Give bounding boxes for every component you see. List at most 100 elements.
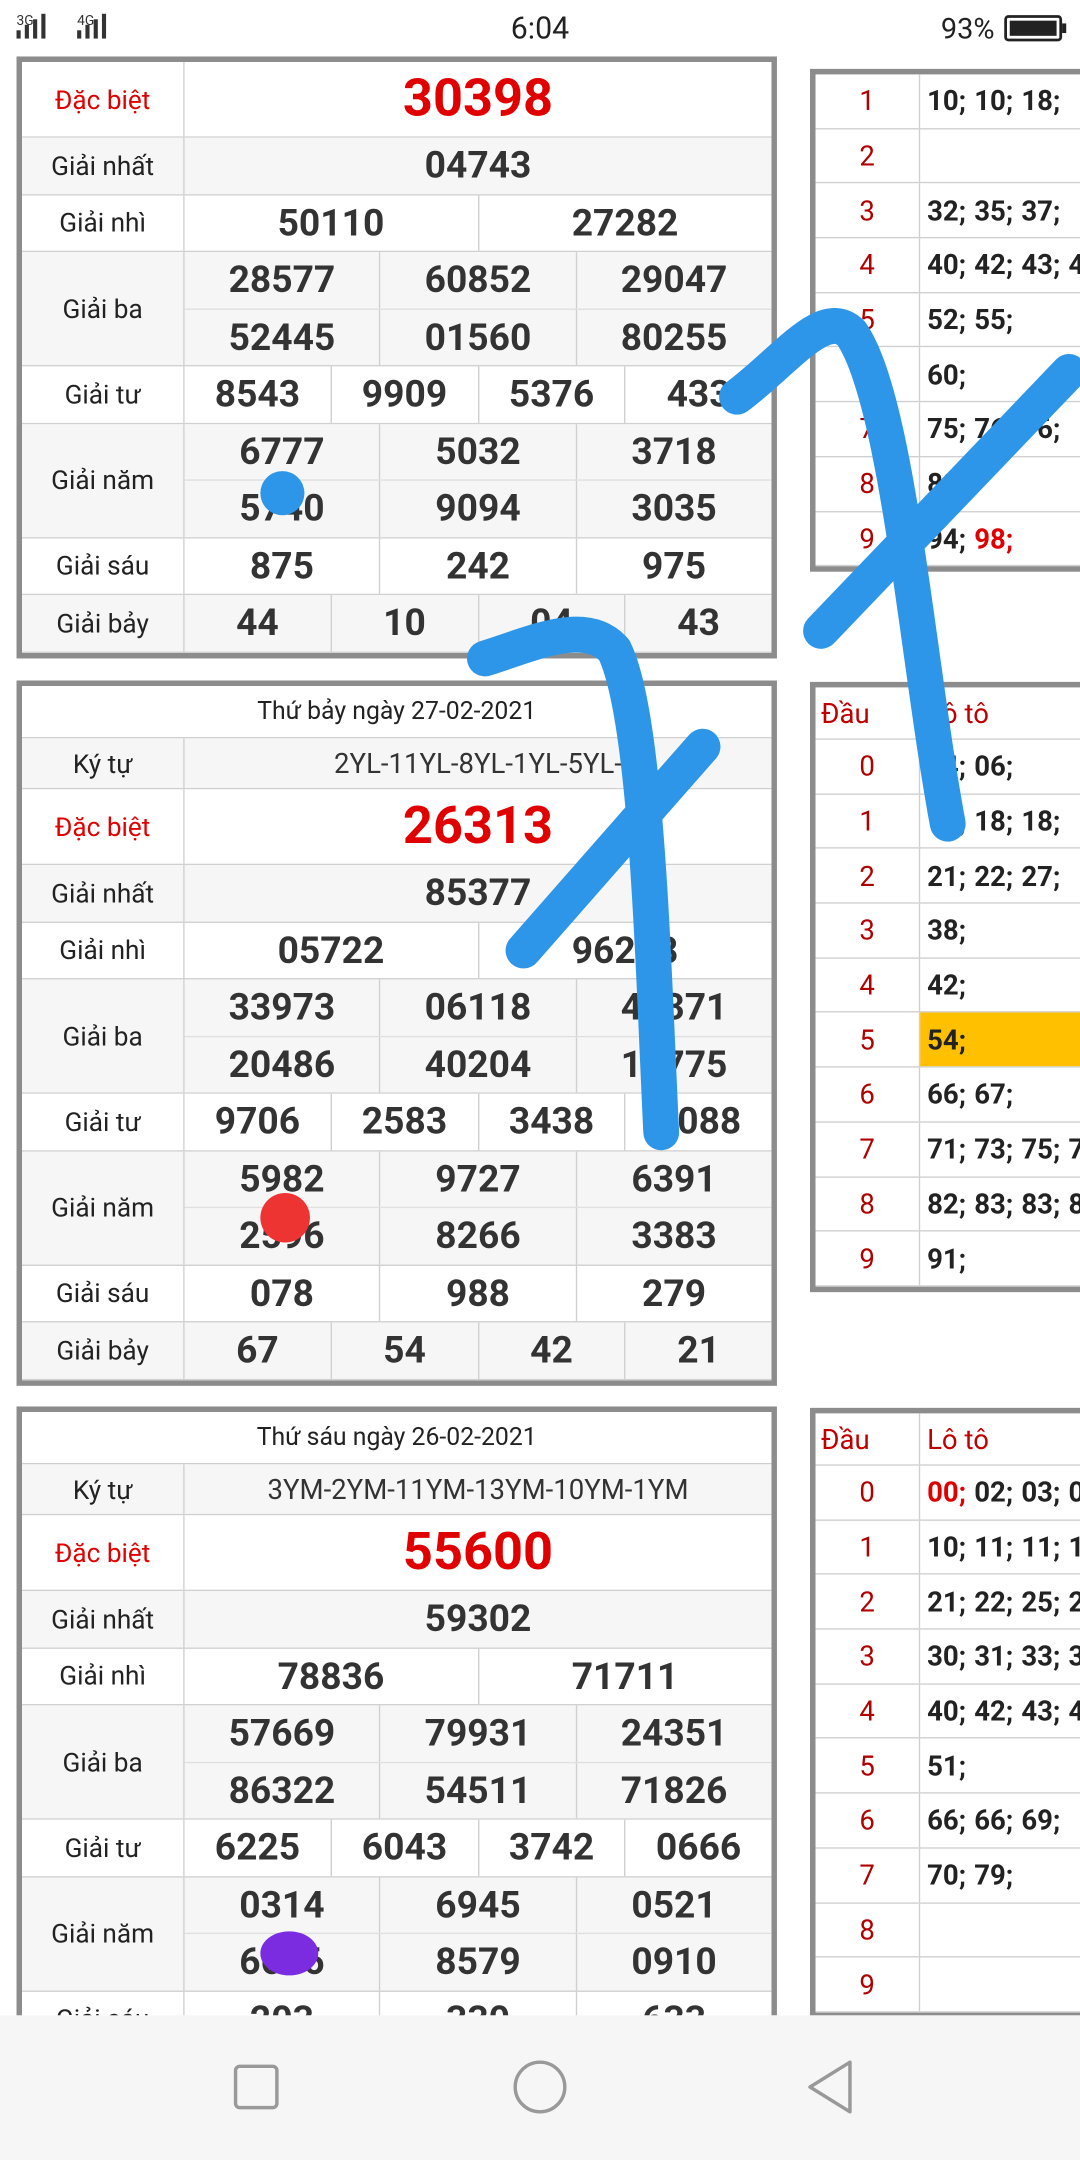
- loto-number: 10;: [974, 84, 1014, 118]
- prize-number: 48371: [620, 985, 728, 1030]
- dau: 8: [816, 1177, 921, 1231]
- ky-tu-row: Ký tự 2YL-11YL-8YL-1YL-5YL-: [22, 738, 772, 790]
- loto-number: 18;: [1069, 1531, 1080, 1564]
- prize-subrow: 5982 9727 6391: [184, 1150, 772, 1209]
- prize-subrow: 55600: [185, 1515, 772, 1589]
- content: Đặc biệt 30398 Giải nhất 04743 Giải nhì 50110…: [0, 55, 1080, 2016]
- loto-number: 66;: [927, 1077, 966, 1111]
- prize-values: 44 10 04 43: [185, 595, 772, 651]
- signal-1: [16, 13, 46, 39]
- date-title: Thứ sáu ngày 26-02-2021: [256, 1423, 537, 1452]
- dau: 1: [816, 794, 921, 848]
- prize-number: 633: [577, 1991, 772, 2015]
- prize-label: Đặc biệt: [22, 1515, 185, 1590]
- prize-subrow: 59302: [185, 1591, 772, 1647]
- prize-number: 44: [185, 595, 332, 651]
- prize-label: Giải nhất: [22, 1591, 185, 1647]
- prize-subrow: 2596 8266 3383: [185, 1208, 772, 1264]
- loto-number: 18;: [1021, 804, 1061, 838]
- prize-number: 20486: [185, 1036, 381, 1093]
- loto-number: 32;: [927, 193, 966, 227]
- prize-row: Giải nhất 59302: [22, 1591, 772, 1649]
- prize-subrow: 6225 6043 3742 0666: [185, 1819, 772, 1876]
- loto-number: 38;: [927, 913, 966, 947]
- loto-number: 51;: [927, 1749, 966, 1783]
- loto-number: 31;: [974, 1639, 1014, 1673]
- loto-row: 110;11;11;18;: [815, 1520, 1080, 1576]
- recent-button[interactable]: [233, 2064, 279, 2110]
- prize-number: 30398: [402, 68, 554, 130]
- prize-row: Giải nhất 04743: [22, 137, 772, 195]
- loto-header: Đầu Lô tô: [815, 1413, 1080, 1466]
- prize-number: 96278: [571, 928, 679, 973]
- prize-number: 71826: [620, 1768, 728, 1813]
- nav-icons: [233, 2060, 852, 2114]
- dau: 3: [816, 903, 921, 958]
- prize-subrow: 28577 60852 29047: [184, 252, 772, 310]
- prize-number: 8266: [381, 1208, 577, 1264]
- prize-label: Giải tư: [22, 366, 185, 423]
- loto-number: 11;: [974, 1530, 1014, 1564]
- prize-label: Giải năm: [22, 1150, 185, 1264]
- prize-label: Giải nhất: [22, 137, 185, 194]
- prize-row: Đặc biệt 30398: [22, 61, 772, 138]
- battery-icon: [1004, 15, 1063, 42]
- prize-number: 6656: [185, 1934, 381, 1990]
- loto-values: 21;22;25; 26;: [920, 1575, 1080, 1628]
- loto-row: 6 60;: [815, 347, 1080, 403]
- dau: 6: [816, 1793, 921, 1848]
- prize-number: 9094: [381, 480, 577, 537]
- network-label: 3G: [17, 13, 34, 29]
- prize-number: 01560: [381, 309, 577, 366]
- status-bar: 3G 4G 6:04 93%: [0, 0, 1080, 56]
- dau-header: Đầu: [816, 687, 921, 739]
- loto-number: 54;: [927, 1023, 966, 1057]
- home-button[interactable]: [513, 2060, 567, 2114]
- prize-label: Đặc biệt: [22, 61, 185, 137]
- loto-number: 04;: [927, 749, 966, 783]
- prize-values: 875 242 975: [185, 537, 772, 594]
- prize-label: Giải ba: [22, 979, 185, 1093]
- loto-row: 771;73;75; 77;: [815, 1122, 1080, 1178]
- dau: 9: [816, 1957, 921, 2012]
- prize-subrow: 57669 79931 24351: [184, 1705, 772, 1763]
- prize-values: 5982 9727 6391 2596 8266 3383: [184, 1150, 772, 1264]
- loto-number: 33;: [1021, 1639, 1061, 1673]
- prize-label: Giải nhì: [22, 1648, 185, 1705]
- prize-number: 988: [381, 1265, 577, 1322]
- prize-number: 3035: [631, 486, 717, 531]
- prize-number: 5740: [185, 480, 381, 537]
- loto-number: 45;: [1069, 1695, 1080, 1728]
- dau: 7: [816, 1848, 921, 1902]
- prize-number: 27282: [571, 200, 679, 245]
- prize-row: Giải nhì 50110 27282: [22, 194, 772, 253]
- dau: 5: [816, 1739, 921, 1793]
- loto-number: 10;: [927, 1530, 966, 1564]
- loto-row: 000;02;03;03;: [815, 1465, 1080, 1521]
- dau: 6: [816, 347, 921, 402]
- date-row: Thứ sáu ngày 26-02-2021: [22, 1411, 772, 1465]
- loto-values: [920, 1903, 1080, 1956]
- loto-number: 76;: [1021, 412, 1061, 446]
- loto-table: 110;10;18;2332;35;37;440;42;43;47;552;55…: [809, 68, 1080, 572]
- loto-row: 4 42;: [815, 958, 1080, 1014]
- loto-row: 2: [815, 129, 1080, 184]
- prize-row: Giải năm 0314 6945 0521 6656 8579 0910: [22, 1876, 772, 1992]
- loto-row: 1 13; 18; 18;: [815, 794, 1080, 850]
- prize-number: 5032: [381, 423, 577, 480]
- loto-row: 8: [815, 1903, 1080, 1958]
- prize-values: 57669 79931 24351 86322 54511 71826: [184, 1705, 772, 1819]
- prize-label: Giải năm: [22, 1876, 185, 1990]
- prize-row: Giải sáu203330633: [22, 1991, 772, 2016]
- loto-row: 1 10; 10; 18;: [815, 74, 1080, 130]
- prize-number: 80255: [620, 315, 728, 360]
- prize-values: 6777 5032 3718 5740 9094 3035: [184, 423, 772, 537]
- prize-number: 21: [677, 1328, 720, 1373]
- prize-values: 33973 06118 48371 20486 40204 16775: [184, 979, 772, 1093]
- prize-values: 203330633: [185, 1991, 772, 2016]
- back-button[interactable]: [808, 2060, 852, 2114]
- loto-values: 70; 79;: [920, 1848, 1080, 1901]
- prize-values: 85377: [185, 865, 772, 921]
- prize-number: 85377: [424, 870, 532, 916]
